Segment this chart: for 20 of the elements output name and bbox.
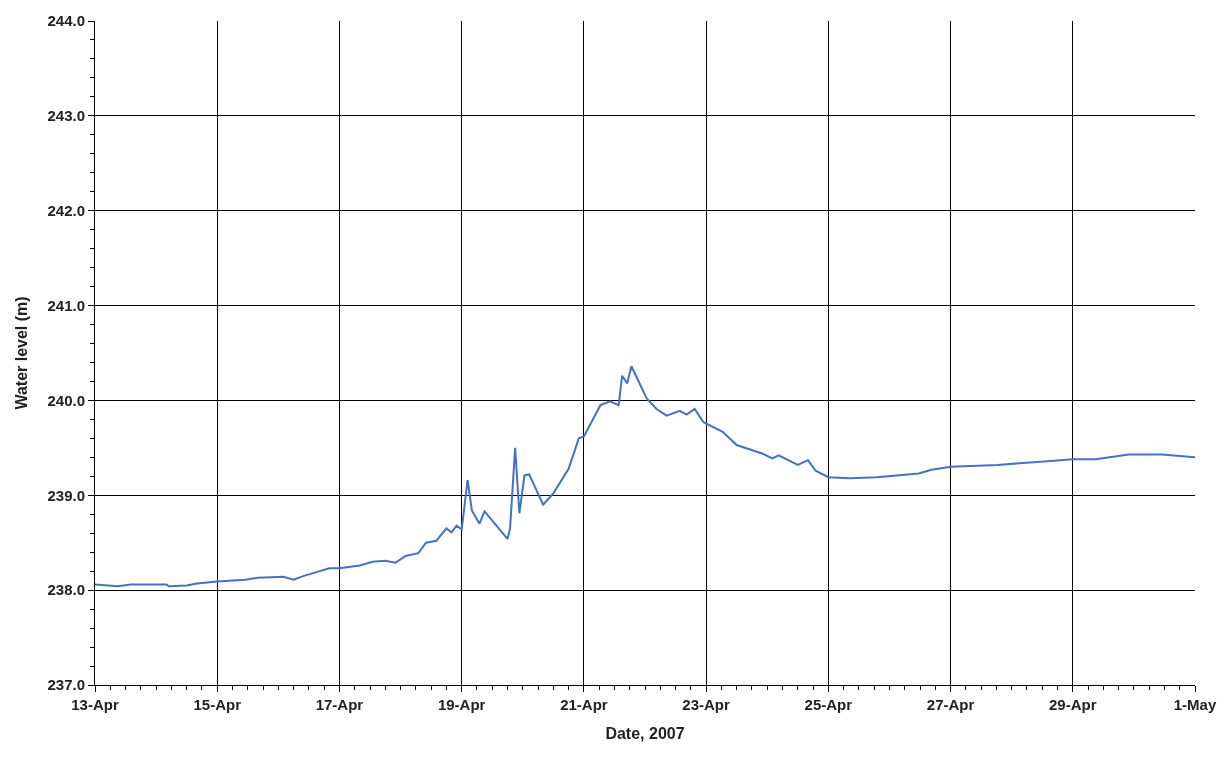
y-tick-label: 240.0 (47, 391, 85, 409)
x-tick-label: 17-Apr (315, 696, 364, 713)
x-tick-label: 25-Apr (804, 696, 853, 713)
x-tick-label: 1-May (1173, 696, 1217, 713)
y-tick-label: 244.0 (47, 12, 85, 30)
y-tick-label: 239.0 (47, 486, 85, 504)
y-tick-label: 238.0 (47, 581, 85, 599)
x-tick-label: 21-Apr (560, 696, 608, 713)
x-tick-label: 23-Apr (682, 696, 731, 713)
x-tick-label: 27-Apr (926, 696, 975, 713)
x-tick-label: 15-Apr (193, 696, 242, 713)
y-tick-label: 237.0 (47, 676, 85, 694)
y-tick-label: 241.0 (47, 296, 85, 314)
y-tick-label: 243.0 (47, 107, 85, 125)
x-tick-label: 29-Apr (1049, 696, 1097, 713)
x-tick-label: 13-Apr (71, 696, 119, 713)
x-tick-label: 19-Apr (437, 696, 486, 713)
y-axis-title: Water level (m) (13, 296, 31, 410)
y-tick-label: 242.0 (47, 201, 85, 219)
x-axis-title: Date, 2007 (605, 724, 685, 742)
